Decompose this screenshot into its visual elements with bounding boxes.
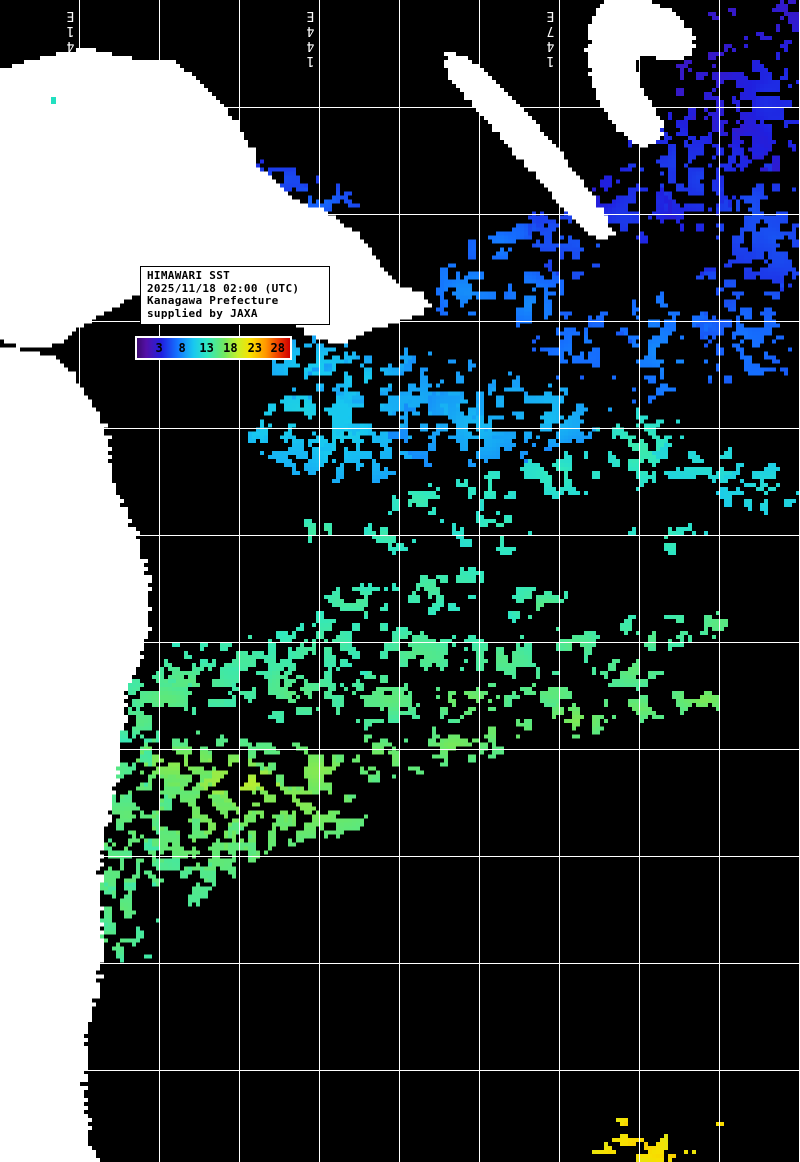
grid-line-vertical: [319, 0, 320, 1162]
colorbar: 3 8 13 18 23 28: [135, 336, 292, 360]
grid-line-horizontal: [0, 1070, 800, 1071]
grid-line-horizontal: [0, 107, 800, 108]
lat-label-45n: 45N: [11, 92, 37, 108]
lat-tick-marker: [51, 97, 56, 104]
grid-line-vertical: [559, 0, 560, 1162]
grid-line-horizontal: [0, 535, 800, 536]
grid-line-horizontal: [0, 428, 800, 429]
grid-line-vertical: [639, 0, 640, 1162]
info-region: Kanagawa Prefecture: [147, 294, 279, 307]
lon-label-147e: 147E: [543, 8, 558, 68]
colorbar-tick-8: 8: [178, 341, 186, 355]
grid-line-horizontal: [0, 642, 800, 643]
colorbar-tick-28: 28: [270, 341, 285, 355]
grid-line-horizontal: [0, 749, 800, 750]
grid-line-horizontal: [0, 963, 800, 964]
grid-line-vertical: [399, 0, 400, 1162]
lon-label-144e: 144E: [303, 8, 318, 68]
grid-line-vertical: [479, 0, 480, 1162]
colorbar-tick-18: 18: [223, 341, 238, 355]
colorbar-gradient: [137, 338, 290, 358]
grid-line-vertical: [79, 0, 80, 1162]
info-box: HIMAWARI SST 2025/11/18 02:00 (UTC) Kana…: [140, 266, 330, 325]
grid-line-horizontal: [0, 214, 800, 215]
info-product-name: HIMAWARI SST: [147, 269, 231, 282]
colorbar-tick-13: 13: [199, 341, 214, 355]
grid-line-horizontal: [0, 321, 800, 322]
grid-line-vertical: [719, 0, 720, 1162]
grid-line-vertical: [159, 0, 160, 1162]
info-datetime: 2025/11/18 02:00 (UTC): [147, 281, 300, 295]
lon-label-141e: 141E: [63, 8, 78, 68]
colorbar-tick-23: 23: [247, 341, 263, 355]
colorbar-tick-3: 3: [155, 341, 163, 355]
grid-line-vertical: [239, 0, 240, 1162]
info-supplier: supplied by JAXA: [147, 306, 258, 320]
grid-line-horizontal: [0, 856, 800, 857]
